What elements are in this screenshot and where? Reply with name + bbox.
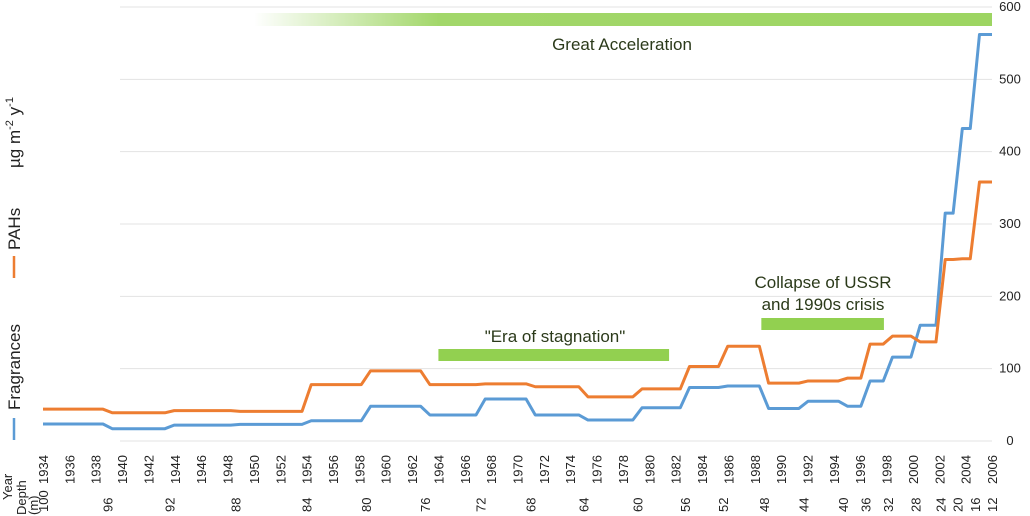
y-axis-label: µg m-2 y-1 [4, 97, 24, 168]
y-tick-label: 100 [999, 361, 1021, 376]
y-tick-label: 400 [999, 144, 1021, 159]
x-tick-label: 1986 [721, 455, 736, 484]
depth-tick-label: 40 [836, 498, 851, 512]
x-tick-label: 1948 [221, 455, 236, 484]
x-tick-label: 1958 [352, 455, 367, 484]
depth-tick-label: 100 [36, 490, 51, 512]
x-tick-label: 1946 [194, 455, 209, 484]
x-tick-label: 1982 [669, 455, 684, 484]
series-lines [43, 32, 992, 431]
x-tick-label: 1966 [458, 455, 473, 484]
depth-tick-label: 60 [630, 498, 645, 512]
depth-tick-label: 48 [757, 498, 772, 512]
depth-axis-label: Depth [14, 480, 29, 515]
era-of-stagnation-bar [438, 349, 670, 361]
x-tick-label: 1992 [800, 455, 815, 484]
depth-tick-label: 16 [968, 498, 983, 512]
y-tick-label: 0 [1006, 433, 1013, 448]
depth-axis-ticks: 100 96 92 88 84 80 76 72 68 64 60 56 52 48 44 40 36 32 28 2… [36, 490, 1000, 512]
x-tick-label: 1970 [511, 455, 526, 484]
depth-tick-label: 12 [985, 498, 1000, 512]
annotation-great-acceleration: Great Acceleration [552, 35, 692, 54]
legend-fragrances-label: Fragrances [5, 324, 24, 410]
x-tick-label: 1976 [590, 455, 605, 484]
x-tick-label: 1964 [431, 455, 446, 484]
depth-tick-label: 44 [797, 498, 812, 512]
depth-tick-label: 88 [228, 498, 243, 512]
depth-tick-label: 20 [951, 498, 966, 512]
x-tick-label: 1972 [537, 455, 552, 484]
depth-tick-label: 56 [678, 498, 693, 512]
x-tick-label: 1942 [141, 455, 156, 484]
y-tick-label: 600 [999, 0, 1021, 14]
depth-tick-label: 92 [163, 498, 178, 512]
y-tick-label: 300 [999, 216, 1021, 231]
x-tick-label: 1940 [115, 455, 130, 484]
depth-tick-label: 72 [474, 498, 489, 512]
x-axis-ticks: 1934 1936 1938 1940 1942 1944 1946 1948 1950 1952… [36, 455, 1000, 484]
x-tick-label: 1950 [247, 455, 262, 484]
x-tick-label: 1984 [695, 455, 710, 484]
series-line-fragrances [43, 32, 992, 431]
x-tick-label: 1944 [168, 455, 183, 484]
annotation-bars [253, 13, 992, 361]
y-tick-label: 200 [999, 288, 1021, 303]
depth-tick-label: 52 [716, 498, 731, 512]
x-tick-label: 1998 [880, 455, 895, 484]
depth-tick-label: 64 [576, 498, 591, 512]
x-tick-label: 1968 [484, 455, 499, 484]
depth-axis-unit: (m) [26, 496, 41, 516]
x-tick-label: 1978 [616, 455, 631, 484]
x-tick-label: 1962 [405, 455, 420, 484]
depth-tick-label: 68 [524, 498, 539, 512]
legend-pahs-label: PAHs [5, 208, 24, 250]
annotation-era-of-stagnation: "Era of stagnation" [485, 327, 626, 346]
depth-tick-label: 36 [858, 498, 873, 512]
x-tick-label: 1994 [827, 455, 842, 484]
y-axis-ticks: 0 100 200 300 400 500 600 [999, 0, 1021, 448]
depth-tick-label: 84 [300, 498, 315, 512]
y-tick-label: 500 [999, 71, 1021, 86]
series-line-pahs [43, 180, 992, 415]
x-tick-label: 1938 [89, 455, 104, 484]
x-tick-label: 2004 [959, 455, 974, 484]
great-acceleration-bar [253, 13, 992, 26]
x-tick-label: 1952 [273, 455, 288, 484]
x-tick-label: 2006 [985, 455, 1000, 484]
x-tick-label: 2000 [906, 455, 921, 484]
x-tick-label: 1936 [62, 455, 77, 484]
x-axis-label-year: Year [0, 473, 15, 500]
x-tick-label: 2002 [932, 455, 947, 484]
depth-tick-label: 96 [101, 498, 116, 512]
x-tick-label: 1954 [300, 455, 315, 484]
depth-tick-label: 32 [881, 498, 896, 512]
x-tick-label: 1990 [774, 455, 789, 484]
depth-tick-label: 76 [418, 498, 433, 512]
x-tick-label: 1934 [36, 455, 51, 484]
x-tick-label: 1956 [326, 455, 341, 484]
ussr-collapse-bar [761, 318, 884, 330]
annotation-ussr-line1: Collapse of USSR [754, 273, 891, 292]
x-tick-label: 1988 [748, 455, 763, 484]
x-tick-label: 1996 [853, 455, 868, 484]
annotation-ussr-line2: and 1990s crisis [762, 295, 885, 314]
depth-tick-label: 24 [934, 498, 949, 512]
x-tick-label: 1960 [379, 455, 394, 484]
x-tick-label: 1974 [563, 455, 578, 484]
x-tick-label: 1980 [642, 455, 657, 484]
depth-tick-label: 80 [359, 498, 374, 512]
depth-tick-label: 28 [909, 498, 924, 512]
gridlines [120, 6, 992, 442]
